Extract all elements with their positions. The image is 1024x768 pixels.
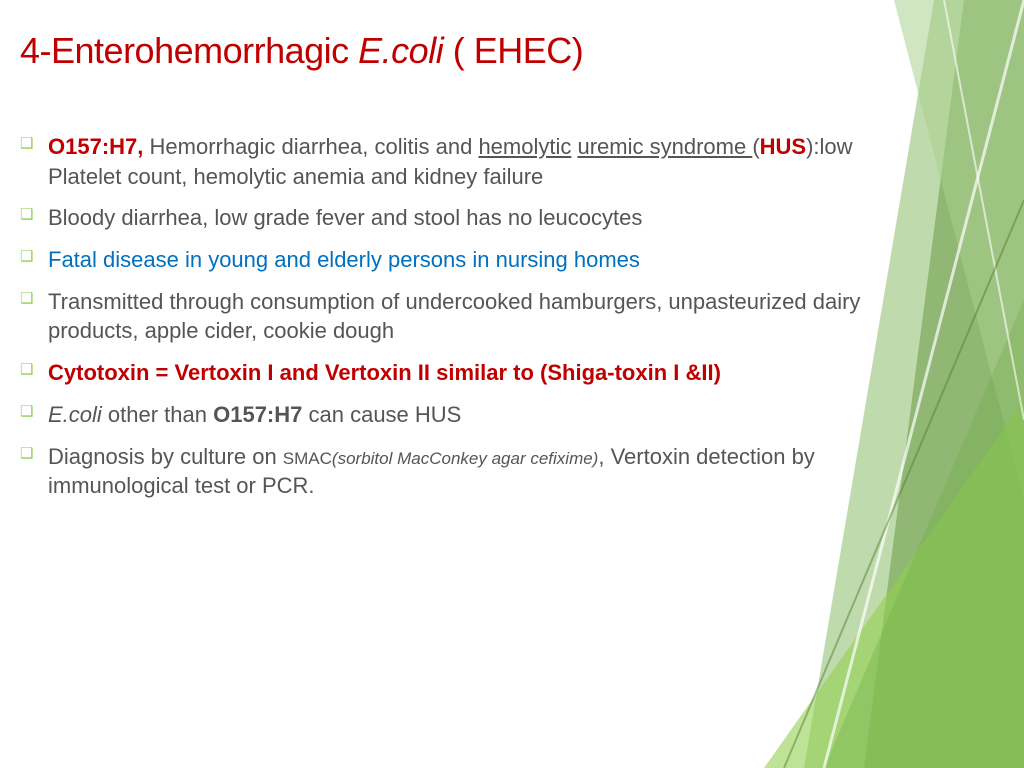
text: can cause HUS	[302, 402, 461, 427]
bullet-item-2: Bloody diarrhea, low grade fever and sto…	[48, 203, 974, 233]
red-bold-text: Cytotoxin = Vertoxin I and Vertoxin II s…	[48, 360, 721, 385]
bullet-item-5: Cytotoxin = Vertoxin I and Vertoxin II s…	[48, 358, 974, 388]
bullet-list: O157:H7, Hemorrhagic diarrhea, colitis a…	[20, 132, 974, 501]
bullet-item-3: Fatal disease in young and elderly perso…	[48, 245, 974, 275]
hus-label: HUS	[760, 134, 806, 159]
bullet-item-1: O157:H7, Hemorrhagic diarrhea, colitis a…	[48, 132, 974, 191]
strain-bold: O157:H7	[213, 402, 302, 427]
smac-parenthetical: (sorbitol MacConkey agar cefixime)	[332, 449, 598, 468]
underline-text: hemolytic	[478, 134, 571, 159]
strain-label: O157:H7,	[48, 134, 143, 159]
slide-title: 4-Enterohemorrhagic E.coli ( EHEC)	[20, 30, 974, 72]
text: Diagnosis by culture on	[48, 444, 283, 469]
bullet-item-4: Transmitted through consumption of under…	[48, 287, 974, 346]
text: other than	[102, 402, 213, 427]
bullet-item-6: E.coli other than O157:H7 can cause HUS	[48, 400, 974, 430]
title-suffix: ( EHEC)	[443, 30, 583, 71]
text: Hemorrhagic diarrhea, colitis and	[143, 134, 478, 159]
blue-text: Fatal disease in young and elderly perso…	[48, 247, 640, 272]
paren: (	[752, 134, 759, 159]
smac-label: SMAC	[283, 449, 332, 468]
title-prefix: 4-Enterohemorrhagic	[20, 30, 358, 71]
slide-content: 4-Enterohemorrhagic E.coli ( EHEC) O157:…	[0, 0, 1024, 533]
title-italic: E.coli	[358, 30, 443, 71]
bullet-item-7: Diagnosis by culture on SMAC(sorbitol Ma…	[48, 442, 974, 501]
ecoli-italic: E.coli	[48, 402, 102, 427]
underline-text: uremic syndrome	[577, 134, 752, 159]
